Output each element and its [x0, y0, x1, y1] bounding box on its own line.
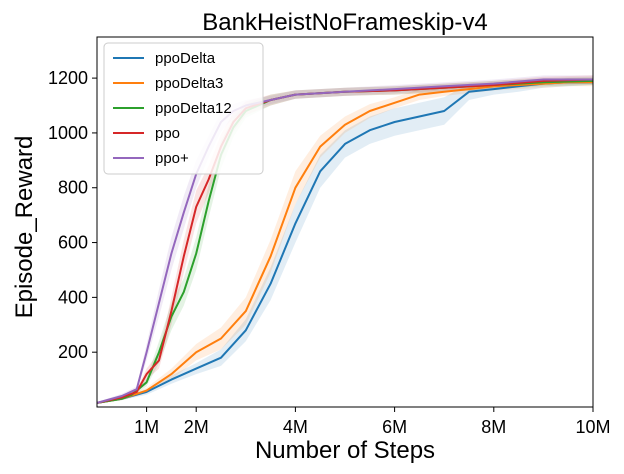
legend-label: ppo [155, 125, 180, 142]
legend-label: ppoDelta [155, 50, 216, 67]
y-axis: 200 400 600 800 1000 1200 [48, 68, 97, 362]
y-tick-label: 1200 [48, 68, 88, 88]
x-tick-label: 2M [184, 417, 209, 437]
y-tick-label: 600 [58, 233, 88, 253]
x-tick-label: 1M [134, 417, 159, 437]
x-tick-label: 6M [382, 417, 407, 437]
x-tick-label: 8M [481, 417, 506, 437]
x-axis: 1M 2M 4M 6M 8M 10M [134, 407, 611, 437]
plot-frame [96, 36, 594, 408]
y-tick-label: 800 [58, 178, 88, 198]
series-line-ppodelta3 [96, 81, 593, 404]
y-tick-label: 200 [58, 342, 88, 362]
series-line-ppodelta [96, 81, 593, 404]
y-axis-title: Episode_Reward [11, 136, 38, 319]
x-tick-label: 10M [575, 417, 610, 437]
x-tick-label: 4M [283, 417, 308, 437]
y-tick-label: 400 [58, 287, 88, 307]
legend-label: ppoDelta12 [155, 100, 232, 117]
legend-box [103, 42, 264, 175]
legend-label: ppo+ [155, 150, 189, 167]
legend: ppoDelta ppoDelta3 ppoDelta12 ppo ppo+ [103, 42, 264, 175]
legend-label: ppoDelta3 [155, 75, 223, 92]
chart-title: BankHeistNoFrameskip-v4 [202, 9, 487, 36]
x-axis-title: Number of Steps [255, 437, 435, 464]
y-tick-label: 1000 [48, 123, 88, 143]
